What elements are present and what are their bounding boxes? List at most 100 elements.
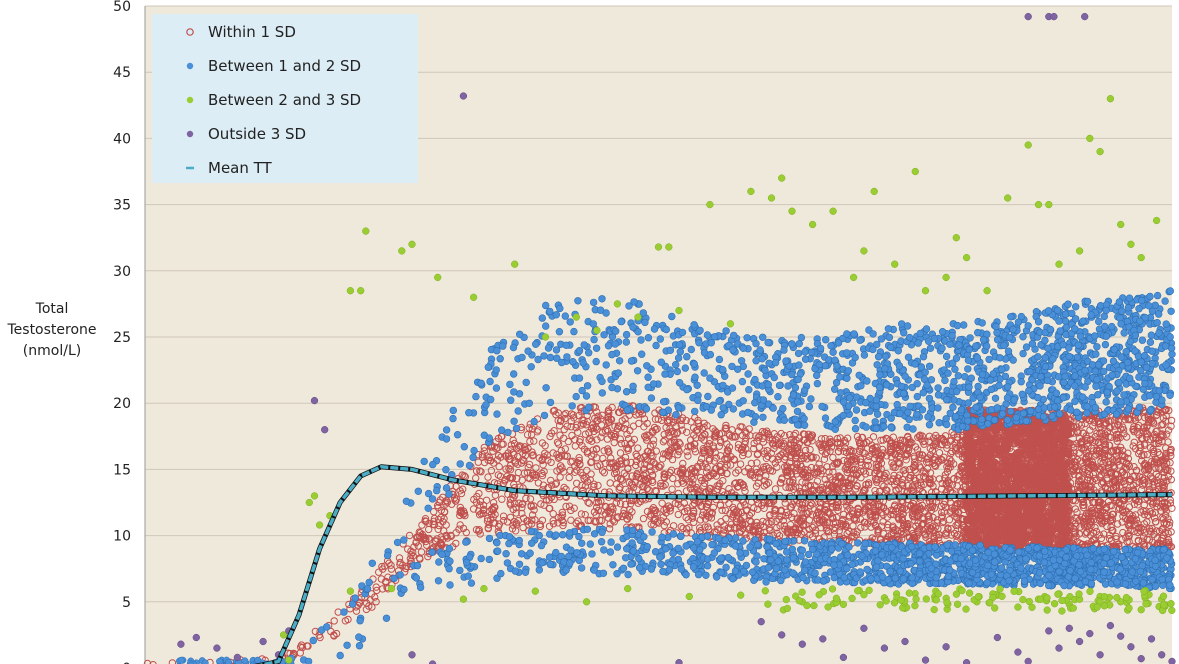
point-within-1sd	[660, 430, 668, 439]
point-within-1sd	[635, 410, 643, 418]
point-within-1sd	[590, 480, 598, 488]
point-within-1sd	[545, 522, 554, 530]
point-within-1sd	[741, 468, 749, 476]
point-within-1sd	[425, 525, 433, 534]
point-within-1sd	[560, 468, 568, 476]
point-within-1sd	[514, 468, 523, 477]
point-within-1sd	[650, 458, 658, 467]
point-within-1sd	[734, 444, 742, 452]
point-within-1sd	[519, 523, 527, 532]
point-within-1sd	[665, 416, 674, 425]
point-within-1sd	[430, 521, 439, 529]
point-within-1sd	[696, 459, 705, 467]
y-axis: 05101520253035404550	[113, 0, 146, 664]
y-tick-label: 0	[122, 661, 131, 664]
point-within-1sd	[588, 437, 596, 445]
point-within-1sd	[624, 464, 632, 472]
point-within-1sd	[738, 423, 746, 431]
point-within-1sd	[375, 568, 383, 576]
point-within-1sd	[670, 443, 678, 451]
point-within-1sd	[640, 423, 648, 431]
point-within-1sd	[706, 436, 714, 444]
point-within-1sd	[648, 427, 656, 435]
point-within-1sd	[439, 493, 447, 501]
point-within-1sd	[499, 516, 508, 525]
point-within-1sd	[556, 462, 565, 470]
point-within-1sd	[569, 411, 577, 419]
point-within-1sd	[506, 513, 515, 521]
point-within-1sd	[625, 434, 633, 443]
point-within-1sd	[622, 472, 630, 480]
point-within-1sd	[417, 534, 425, 542]
point-within-1sd	[407, 551, 415, 559]
data-points	[143, 12, 1176, 664]
point-within-1sd	[669, 522, 678, 530]
point-within-1sd	[557, 513, 565, 521]
point-within-1sd	[512, 504, 520, 512]
point-within-1sd	[645, 486, 653, 494]
point-within-1sd	[643, 484, 651, 493]
point-within-1sd	[496, 472, 505, 481]
point-within-1sd	[617, 439, 626, 448]
point-within-1sd	[567, 506, 575, 515]
point-within-1sd	[511, 499, 519, 508]
point-within-1sd	[626, 440, 634, 448]
point-within-1sd	[395, 554, 404, 562]
point-within-1sd	[602, 503, 610, 511]
point-within-1sd	[568, 431, 576, 440]
point-within-1sd	[593, 416, 601, 425]
point-within-1sd	[494, 444, 502, 452]
point-within-1sd	[604, 447, 613, 455]
point-within-1sd	[532, 464, 540, 472]
point-within-1sd	[641, 432, 649, 440]
point-within-1sd	[632, 472, 640, 481]
point-within-1sd	[531, 516, 539, 524]
point-within-1sd	[538, 516, 547, 524]
point-within-1sd	[476, 530, 484, 538]
point-within-1sd	[547, 429, 556, 437]
point-within-1sd	[417, 548, 426, 556]
point-within-1sd	[510, 480, 518, 489]
point-within-1sd	[507, 501, 515, 509]
point-within-1sd	[608, 459, 616, 468]
point-within-1sd	[607, 415, 616, 424]
point-within-1sd	[341, 617, 350, 625]
point-within-1sd	[473, 492, 481, 501]
point-within-1sd	[553, 450, 561, 459]
point-within-1sd	[352, 607, 361, 615]
point-within-1sd	[441, 498, 449, 506]
point-within-1sd	[372, 598, 380, 606]
point-within-1sd	[298, 643, 307, 652]
point-within-1sd	[519, 449, 527, 458]
point-within-1sd	[577, 510, 586, 518]
point-within-1sd	[434, 525, 442, 533]
point-within-1sd	[723, 456, 731, 464]
point-within-1sd	[581, 430, 590, 438]
point-within-1sd	[682, 475, 690, 483]
point-within-1sd	[494, 471, 502, 479]
point-within-1sd	[621, 453, 630, 462]
y-tick-label: 5	[122, 595, 131, 611]
point-within-1sd	[674, 510, 682, 519]
point-within-1sd	[381, 578, 390, 586]
point-within-1sd	[565, 502, 574, 510]
point-within-1sd	[683, 470, 692, 478]
point-within-1sd	[690, 499, 699, 508]
point-within-1sd	[435, 521, 443, 530]
point-within-1sd	[518, 500, 526, 508]
point-within-1sd	[630, 435, 638, 444]
point-within-1sd	[406, 555, 415, 563]
point-within-1sd	[437, 541, 445, 549]
point-within-1sd	[488, 505, 496, 513]
point-within-1sd	[506, 455, 514, 463]
point-within-1sd	[613, 473, 622, 482]
point-within-1sd	[581, 511, 589, 519]
point-within-1sd	[576, 460, 584, 468]
point-within-1sd	[452, 529, 460, 537]
point-within-1sd	[592, 517, 600, 525]
point-within-1sd	[509, 436, 517, 444]
point-within-1sd	[558, 464, 566, 472]
point-within-1sd	[627, 500, 635, 508]
point-within-1sd	[489, 498, 498, 507]
